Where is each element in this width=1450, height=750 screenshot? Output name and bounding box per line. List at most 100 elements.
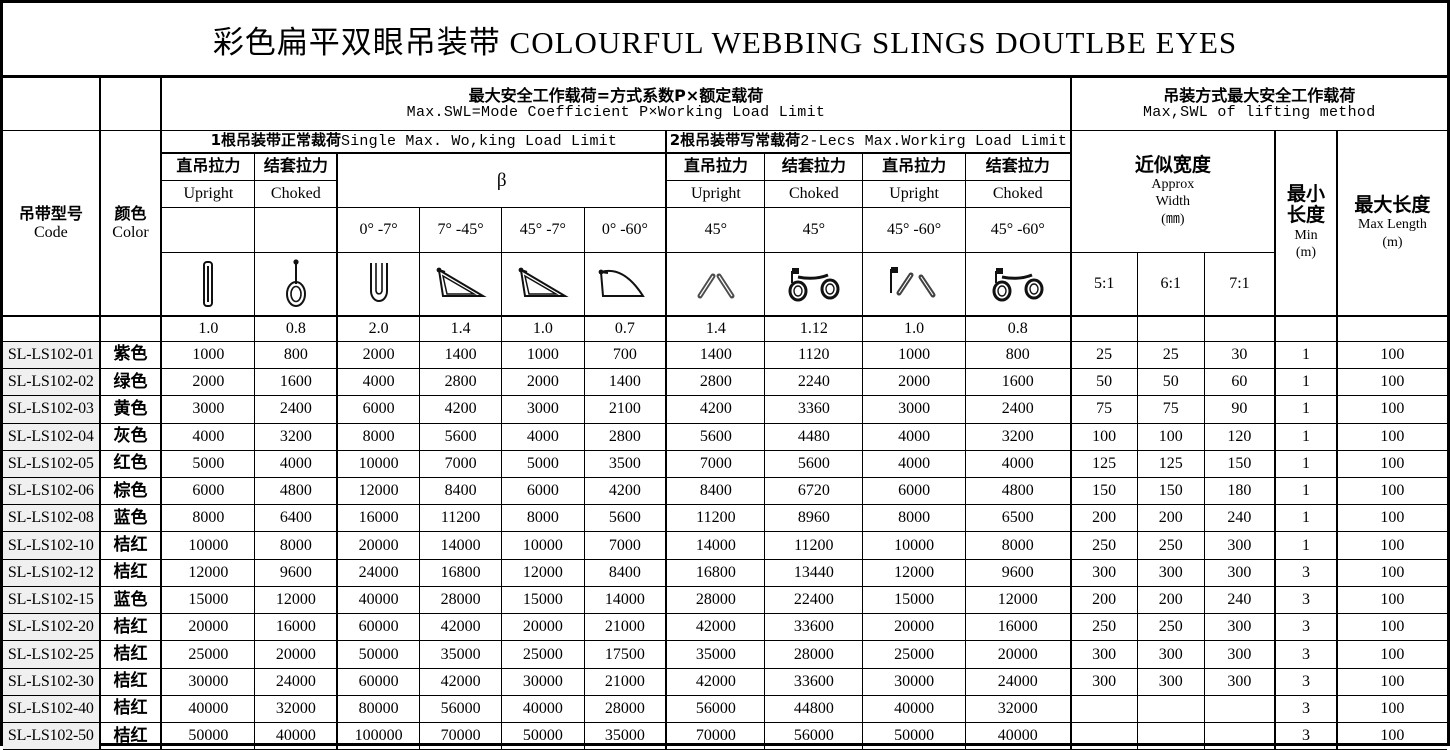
lifting-method-banner: 吊装方式最大安全工作载荷 Max,SWL of lifting method <box>1070 78 1447 131</box>
cell-width-2: 120 <box>1203 422 1277 451</box>
icon-cell-double-3 <box>965 251 1072 317</box>
coef-single-0: 1.0 <box>160 314 256 342</box>
cell-value: 75 <box>1096 400 1113 418</box>
cell-double-1: 1120 <box>764 340 864 370</box>
cell-double-3: 20000 <box>965 640 1072 669</box>
cell-width-1 <box>1136 694 1205 724</box>
two-leg-upright-wide-icon <box>864 253 965 315</box>
col-double-0-angle: 45° <box>665 206 766 253</box>
cell-value: 1000 <box>898 345 931 363</box>
cell-width-2: 150 <box>1203 449 1277 478</box>
cell-single-2: 80000 <box>336 694 420 724</box>
cell-width-1: 100 <box>1136 422 1205 451</box>
max-length-cn: 最大长度 <box>1354 193 1431 216</box>
coef-single-1: 0.8 <box>254 314 338 342</box>
cell-single-4: 25000 <box>501 640 585 669</box>
stub-code-header: 吊带型号 Code <box>3 129 101 317</box>
cell-single-4: 50000 <box>501 722 585 750</box>
min-length-cn2: 长度 <box>1286 204 1325 227</box>
cell-color: 桔红 <box>99 667 163 696</box>
label: 1.0 <box>198 319 219 337</box>
cell-single-2: 12000 <box>336 476 420 506</box>
cell-value: 300 <box>1092 645 1117 663</box>
label: 0.8 <box>285 319 306 337</box>
cell-value: 12000 <box>275 591 316 609</box>
cell-value: 30000 <box>522 672 563 690</box>
cell-value: 70000 <box>695 727 736 745</box>
cell-value: 700 <box>612 345 637 363</box>
cell-single-3: 35000 <box>418 640 503 669</box>
cell-value: 2800 <box>444 373 477 391</box>
cell-value: 16800 <box>695 563 736 581</box>
two-leg-choked-wide-icon <box>967 253 1069 315</box>
cell-value: 100 <box>1380 727 1405 745</box>
table-row: SL-LS102-06 棕色 6000 4800 12000 8400 6000 4200 84… <box>3 476 1447 506</box>
cell-value: 8000 <box>362 427 395 445</box>
data-rows-body: SL-LS102-01 紫色 1000 800 2000 1400 1000 700 1400 1… <box>3 340 1447 750</box>
cell-value: 1 <box>1301 509 1310 527</box>
col-single-0-en: Upright <box>160 179 256 208</box>
cell-value: 20000 <box>188 618 229 636</box>
cell-single-1: 12000 <box>254 585 338 615</box>
cell-double-2: 20000 <box>862 613 966 642</box>
cell-double-0: 4200 <box>665 395 766 424</box>
cell-value: 11200 <box>696 509 736 527</box>
stub-color-header: 颜色 Color <box>99 129 163 317</box>
cell-value: 6000 <box>898 482 931 500</box>
cell-value: 20000 <box>522 618 563 636</box>
cell-code: SL-LS102-15 <box>3 585 101 615</box>
cell-value: 50000 <box>522 727 563 745</box>
cell-single-5: 8400 <box>583 558 668 587</box>
col-single-1-en: Choked <box>254 179 338 208</box>
cell-value: 50 <box>1162 373 1179 391</box>
cell-double-3: 3200 <box>965 422 1072 451</box>
cell-value: 15000 <box>894 591 935 609</box>
cell-value: SL-LS102-15 <box>7 591 94 609</box>
cell-single-5: 3500 <box>583 449 668 478</box>
cell-value: 125 <box>1158 454 1183 472</box>
cell-value: 黄色 <box>113 398 148 419</box>
choked-loop-icon <box>256 253 336 315</box>
min-length-en: Min <box>1294 227 1318 243</box>
cell-value: 桔红 <box>113 671 148 692</box>
cell-single-1: 24000 <box>254 667 338 696</box>
cell-value: SL-LS102-02 <box>7 373 94 391</box>
cell-single-0: 20000 <box>160 613 256 642</box>
cell-value: 16800 <box>440 563 481 581</box>
cell-value: 7000 <box>699 454 732 472</box>
cell-single-3: 56000 <box>418 694 503 724</box>
cell-single-0: 2000 <box>160 368 256 397</box>
cell-value: 32000 <box>997 700 1038 717</box>
cell-value: 4800 <box>1001 482 1034 500</box>
cell-value: 3500 <box>608 454 641 472</box>
cell-single-5: 17500 <box>583 640 668 669</box>
cell-value: 800 <box>1005 345 1030 363</box>
cell-width-0: 100 <box>1069 422 1138 451</box>
cell-width-1: 300 <box>1136 667 1205 696</box>
cell-single-1: 1600 <box>254 368 338 397</box>
cell-value: 1000 <box>192 345 225 363</box>
label: 0.8 <box>1007 319 1028 337</box>
cell-value: 3 <box>1301 645 1310 663</box>
table-row: SL-LS102-01 紫色 1000 800 2000 1400 1000 700 1400 1… <box>3 340 1447 370</box>
cell-value: 桔红 <box>113 698 148 719</box>
cell-value: 2800 <box>699 373 732 391</box>
cell-width-2: 90 <box>1203 395 1277 424</box>
cell-value: 桔红 <box>113 616 148 637</box>
table-row: SL-LS102-03 黄色 3000 2400 6000 4200 3000 2100 420… <box>3 395 1447 424</box>
cell-double-2: 4000 <box>862 449 966 478</box>
cell-value: 42000 <box>695 672 736 690</box>
cell-double-1: 56000 <box>764 722 864 750</box>
cell-double-2: 25000 <box>862 640 966 669</box>
label: 1.0 <box>904 319 925 337</box>
cell-double-3: 12000 <box>965 585 1072 615</box>
cell-double-0: 14000 <box>665 531 766 560</box>
cell-width-2: 300 <box>1203 613 1277 642</box>
cell-width-2: 30 <box>1203 340 1277 370</box>
cell-value: 150 <box>1158 482 1183 500</box>
cell-max-length: 100 <box>1336 694 1447 724</box>
cell-color: 蓝色 <box>99 504 163 533</box>
cell-value: 28000 <box>604 700 645 717</box>
col-single-0-angle <box>160 206 256 253</box>
cell-value: 120 <box>1227 427 1252 445</box>
